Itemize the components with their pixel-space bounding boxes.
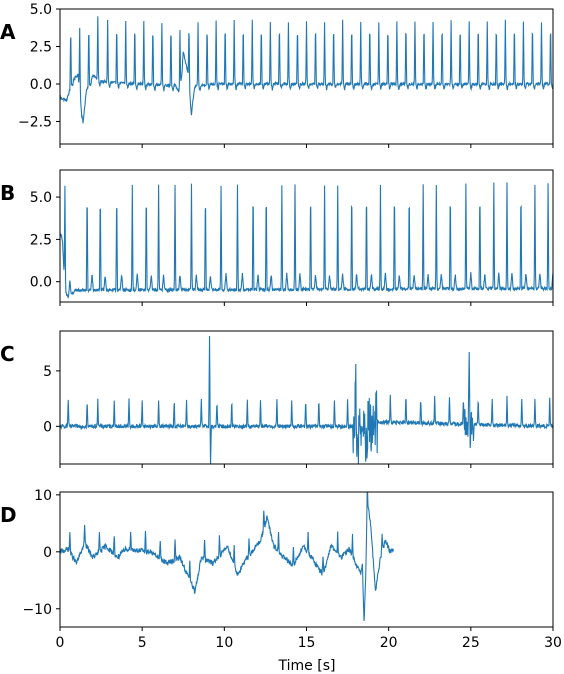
panel-a: −2.5 0.0 2.5 5.0 A <box>0 2 554 148</box>
y-tick-label: 0.0 <box>30 77 52 93</box>
y-tick-label: 2.5 <box>30 232 52 248</box>
x-tick-label: 30 <box>544 635 562 651</box>
series-line-d <box>60 492 395 621</box>
panel-label: B <box>0 181 15 205</box>
y-tick-label: 2.5 <box>30 40 52 56</box>
series-line-a <box>60 16 553 124</box>
series-line-c <box>60 335 553 464</box>
panel-d: −10 0 10 D <box>0 488 554 631</box>
y-tick-label: 5.0 <box>30 2 52 18</box>
x-tick-label: 10 <box>215 635 233 651</box>
panels: −2.5 0.0 2.5 5.0 A 0.0 2.5 5.0 B 0 5 C −10 0 10 D <box>0 2 554 631</box>
y-tick-label: 0 <box>43 545 52 561</box>
series-line-b <box>60 182 553 299</box>
y-tick-label: −10 <box>22 602 52 618</box>
panel-b: 0.0 2.5 5.0 B <box>0 169 554 306</box>
panel-label: D <box>0 503 17 527</box>
y-tick-label: 0 <box>43 419 52 435</box>
y-tick-label: 10 <box>34 488 52 504</box>
y-tick-label: 5 <box>43 364 52 380</box>
axes-frame <box>59 491 554 628</box>
x-axis-title: Time [s] <box>278 658 336 674</box>
x-tick-label: 25 <box>462 635 480 651</box>
panel-label: C <box>0 342 15 366</box>
panel-label: A <box>0 20 16 44</box>
x-axis: 0 5 10 15 20 25 30 <box>56 635 562 651</box>
y-tick-label: 5.0 <box>30 190 52 206</box>
x-tick-label: 0 <box>56 635 65 651</box>
y-tick-label: 0.0 <box>30 275 52 291</box>
x-tick-label: 5 <box>138 635 147 651</box>
panel-c: 0 5 C <box>0 330 554 468</box>
axes-frame <box>59 330 554 465</box>
x-tick-label: 15 <box>298 635 316 651</box>
x-tick-label: 20 <box>380 635 398 651</box>
y-tick-label: −2.5 <box>18 115 52 131</box>
